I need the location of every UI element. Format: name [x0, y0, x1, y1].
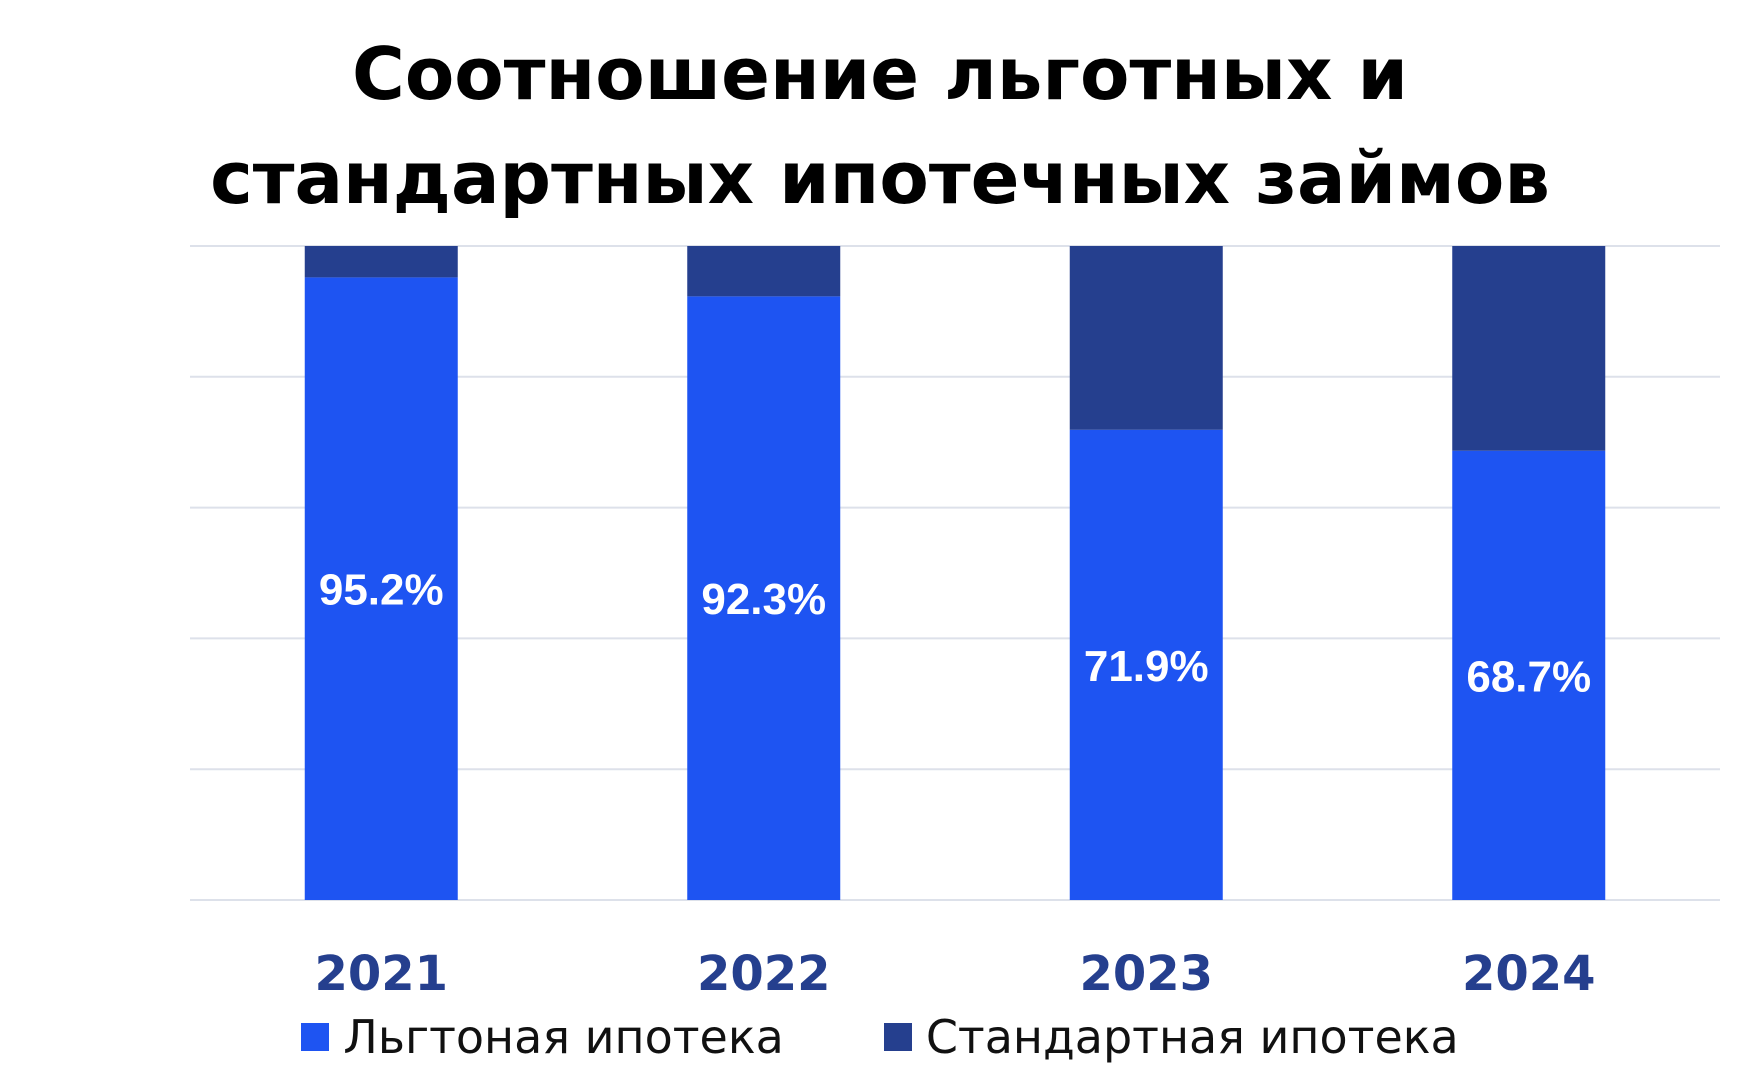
x-tick-label-2021: 2021 [314, 946, 448, 1002]
legend-item-standard: Стандартная ипотека [883, 1010, 1459, 1064]
data-label-2023: 71.9% [1084, 642, 1209, 691]
chart-title: Соотношение льготных и стандартных ипоте… [0, 22, 1760, 230]
chart-title-line-2: стандартных ипотечных займов [210, 136, 1550, 220]
bar-subsidized-2022 [687, 296, 841, 900]
stacked-bar-chart: 95.2% 2021 92.3% 2022 71.9% 2023 68.7% 2024 [190, 245, 1720, 1002]
legend-swatch-subsidized [301, 1023, 330, 1051]
legend-label-subsidized: Льгтоная ипотека [343, 1010, 784, 1064]
x-tick-label-2022: 2022 [697, 946, 831, 1002]
bar-standard-2021 [304, 246, 458, 278]
bar-standard-2024 [1452, 246, 1606, 451]
legend-swatch-standard [883, 1023, 912, 1051]
bar-standard-2022 [687, 246, 841, 297]
data-label-2022: 92.3% [701, 575, 826, 624]
bar-subsidized-2023 [1069, 429, 1223, 900]
data-label-2024: 68.7% [1466, 652, 1591, 701]
bar-standard-2023 [1069, 246, 1223, 430]
x-tick-label-2023: 2023 [1079, 946, 1213, 1002]
bar-subsidized-2024 [1452, 450, 1606, 900]
bar-subsidized-2021 [304, 277, 458, 901]
legend-item-subsidized: Льгтоная ипотека [301, 1010, 784, 1064]
chart-legend: Льгтоная ипотека Стандартная ипотека [0, 1010, 1760, 1064]
x-tick-label-2024: 2024 [1462, 946, 1596, 1002]
legend-label-standard: Стандартная ипотека [925, 1010, 1459, 1064]
data-label-2021: 95.2% [319, 566, 444, 615]
chart-title-line-1: Соотношение льготных и [352, 32, 1408, 116]
